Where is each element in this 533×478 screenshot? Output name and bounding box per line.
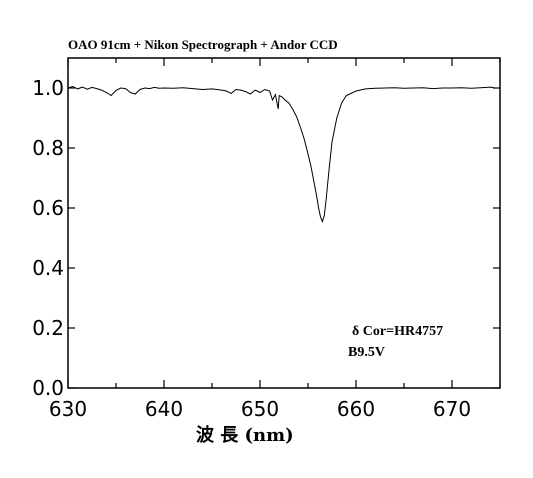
x-axis-label: 波 長 (nm) (196, 424, 294, 446)
x-tick-label: 630 (49, 397, 87, 421)
x-tick-label: 650 (241, 397, 279, 421)
y-tick-label: 0.6 (32, 196, 64, 220)
y-tick-label: 0.8 (32, 136, 64, 160)
y-axis-ticks: 0.0 0.2 0.4 0.6 0.8 1.0 (32, 76, 500, 400)
x-tick-label: 660 (337, 397, 375, 421)
spectrum-line (67, 85, 496, 223)
y-tick-label: 0.0 (32, 376, 64, 400)
spectral-type-annotation: B9.5V (348, 345, 385, 360)
x-axis-ticks: 630 640 650 660 670 (49, 58, 501, 421)
x-tick-label: 670 (433, 397, 471, 421)
plot-frame (67, 57, 501, 389)
x-tick-label: 640 (145, 397, 183, 421)
chart-title: OAO 91cm + Nikon Spectrograph + Andor CC… (68, 37, 338, 52)
y-tick-label: 0.2 (32, 316, 64, 340)
y-tick-label: 1.0 (32, 76, 64, 100)
star-name-annotation: δ Cor=HR4757 (352, 324, 443, 339)
y-tick-label: 0.4 (32, 256, 64, 280)
